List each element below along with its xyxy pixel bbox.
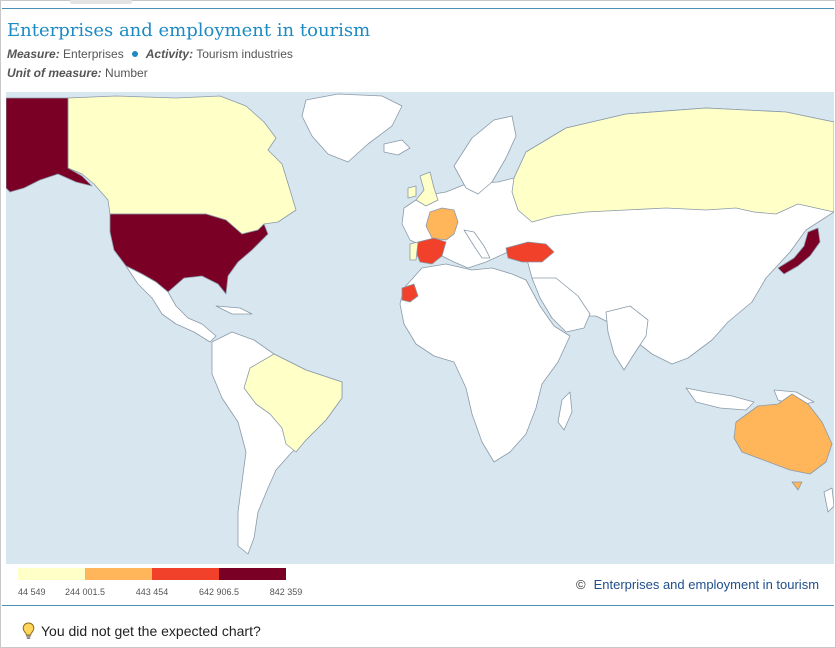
unit-label: Unit of measure: xyxy=(7,66,102,80)
legend-swatch-2 xyxy=(85,568,152,580)
country-india xyxy=(605,305,649,371)
country-tasmania xyxy=(791,481,803,491)
country-brazil xyxy=(243,353,343,453)
legend-swatch-3 xyxy=(152,568,219,580)
activity-value: Tourism industries xyxy=(196,47,293,61)
country-ireland xyxy=(407,185,417,199)
country-australia xyxy=(733,393,833,475)
unit-value: Number xyxy=(105,66,148,80)
country-cuba xyxy=(215,305,253,315)
legend-bar xyxy=(18,568,286,580)
chart-title: Enterprises and employment in tourism xyxy=(7,20,371,41)
country-alaska xyxy=(6,97,93,193)
scandinavia xyxy=(453,115,517,195)
top-divider xyxy=(2,8,834,9)
indonesia xyxy=(685,387,755,411)
country-morocco xyxy=(401,283,419,303)
map-credit[interactable]: © Enterprises and employment in tourism xyxy=(576,577,819,592)
bottom-divider xyxy=(2,605,834,606)
lightbulb-icon xyxy=(22,622,35,639)
africa xyxy=(399,263,571,463)
measure-label: Measure: xyxy=(7,47,60,61)
country-mexico xyxy=(125,265,217,343)
country-canada xyxy=(67,95,297,235)
separator-dot xyxy=(131,51,138,58)
world-map[interactable] xyxy=(6,92,834,564)
legend-label-5: 842 359 xyxy=(269,587,303,597)
country-france xyxy=(425,207,459,241)
country-italy xyxy=(463,229,491,259)
country-madagascar xyxy=(557,391,573,431)
map-canvas[interactable] xyxy=(6,92,834,564)
measure-value: Enterprises xyxy=(63,47,124,61)
feedback-row[interactable]: You did not get the expected chart? xyxy=(22,622,261,640)
country-turkey xyxy=(505,241,555,263)
top-tab[interactable] xyxy=(70,0,132,4)
country-iceland xyxy=(383,139,411,156)
unit-line: Unit of measure: Number xyxy=(7,66,148,80)
country-greenland xyxy=(301,93,403,163)
legend-label-2: 244 001.5 xyxy=(64,587,106,597)
legend-label-4: 642 906.5 xyxy=(198,587,240,597)
credit-link[interactable]: Enterprises and employment in tourism xyxy=(593,577,820,592)
country-japan xyxy=(777,227,821,275)
legend-label-3: 443 454 xyxy=(135,587,169,597)
measure-line: Measure: Enterprises Activity: Tourism in… xyxy=(7,47,293,61)
color-legend: 44 549 244 001.5 443 454 642 906.5 842 3… xyxy=(18,568,318,597)
arabian-peninsula xyxy=(531,277,591,333)
copyright-symbol: © xyxy=(576,577,586,592)
legend-swatch-1 xyxy=(18,568,85,580)
country-russia xyxy=(511,107,834,223)
country-uk xyxy=(415,171,439,207)
legend-swatch-4 xyxy=(219,568,286,580)
feedback-text[interactable]: You did not get the expected chart? xyxy=(41,623,261,639)
legend-label-1: 44 549 xyxy=(18,587,46,597)
country-new-zealand xyxy=(823,487,834,513)
country-portugal xyxy=(409,241,419,261)
activity-label: Activity: xyxy=(145,47,194,61)
country-spain xyxy=(415,237,447,265)
